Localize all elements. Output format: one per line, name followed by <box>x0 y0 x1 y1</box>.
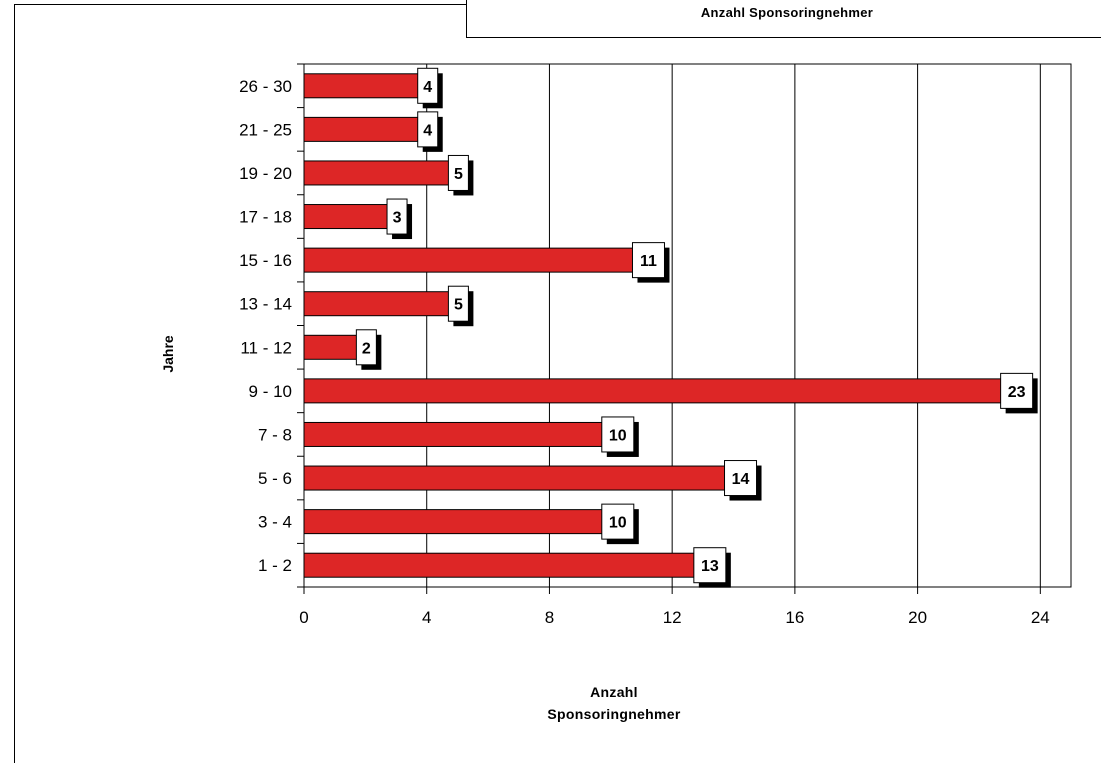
data-label-box <box>631 242 665 279</box>
data-label-box <box>417 67 439 104</box>
data-label-box <box>447 285 469 322</box>
data-label: 14 <box>732 471 750 488</box>
bar-9-10 <box>303 378 1011 404</box>
x-tick-label: 24 <box>1031 608 1050 627</box>
bar-21-25 <box>303 116 428 142</box>
y-category-label: 9 - 10 <box>249 382 292 401</box>
data-label-box <box>601 503 635 540</box>
bar-26-30 <box>303 73 428 99</box>
y-category-label: 11 - 12 <box>240 338 292 357</box>
x-tick-label: 0 <box>299 608 308 627</box>
data-label: 11 <box>640 253 657 270</box>
bar-15-16 <box>303 247 642 273</box>
axes: 0 4 8 12 16 20 241 - 23 - 45 - 67 - 89 - 1011 … <box>239 63 1072 627</box>
data-label-box <box>417 111 439 148</box>
x-tick-label: 8 <box>545 608 554 627</box>
x-axis-title-line-1: Anzahl <box>590 684 638 700</box>
bar-19-20 <box>303 160 458 186</box>
y-category-label: 1 - 2 <box>258 556 292 575</box>
x-tick-label: 20 <box>908 608 927 627</box>
x-axis-title: Anzahl Sponsoringnehmer <box>514 681 714 725</box>
bar-7-8 <box>303 421 612 447</box>
y-category-label: 5 - 6 <box>258 469 292 488</box>
data-label: 5 <box>454 166 463 183</box>
data-label-box <box>601 416 635 453</box>
bar-1-2 <box>303 552 704 578</box>
data-label-box <box>386 198 408 235</box>
data-label-box <box>355 329 377 366</box>
data-label: 10 <box>609 427 627 444</box>
data-label: 4 <box>423 122 432 139</box>
y-axis-title: Jahre <box>160 335 176 373</box>
data-label-box <box>447 154 469 191</box>
bar-17-18 <box>303 204 397 230</box>
data-label-box <box>693 547 727 584</box>
data-label-box <box>1000 372 1034 409</box>
y-category-label: 17 - 18 <box>239 208 292 227</box>
data-label: 5 <box>454 297 463 314</box>
y-category-label: 13 - 14 <box>239 295 292 314</box>
chart-frame-left-border <box>14 4 15 763</box>
legend-box: Anzahl Sponsoringnehmer <box>466 0 1101 38</box>
y-category-label: 26 - 30 <box>239 77 292 96</box>
y-category-label: 3 - 4 <box>258 513 292 532</box>
y-category-label: 7 - 8 <box>258 425 292 444</box>
data-label-box <box>724 460 758 497</box>
data-label: 4 <box>423 79 432 96</box>
bar-5-6 <box>303 465 735 491</box>
bars <box>303 73 1011 578</box>
data-label: 13 <box>701 558 719 575</box>
x-tick-label: 12 <box>663 608 682 627</box>
x-tick-label: 16 <box>785 608 804 627</box>
bar-11-12 <box>303 334 366 360</box>
y-category-label: 19 - 20 <box>239 164 292 183</box>
bar-3-4 <box>303 509 612 535</box>
gridlines <box>426 64 1041 587</box>
data-label: 3 <box>393 210 402 227</box>
data-label: 10 <box>609 515 627 532</box>
data-label: 2 <box>362 340 371 357</box>
bar-13-14 <box>303 291 458 317</box>
chart-frame-top-border <box>14 4 467 5</box>
y-category-label: 21 - 25 <box>239 120 292 139</box>
legend-title: Anzahl Sponsoringnehmer <box>700 5 874 20</box>
y-category-label: 15 - 16 <box>239 251 292 270</box>
data-label: 23 <box>1008 384 1026 401</box>
x-axis-title-line-2: Sponsoringnehmer <box>547 706 681 722</box>
data-labels: 13 10 14 10 23 2 5 11 3 5 4 4 <box>355 67 1038 588</box>
x-tick-label: 4 <box>422 608 431 627</box>
